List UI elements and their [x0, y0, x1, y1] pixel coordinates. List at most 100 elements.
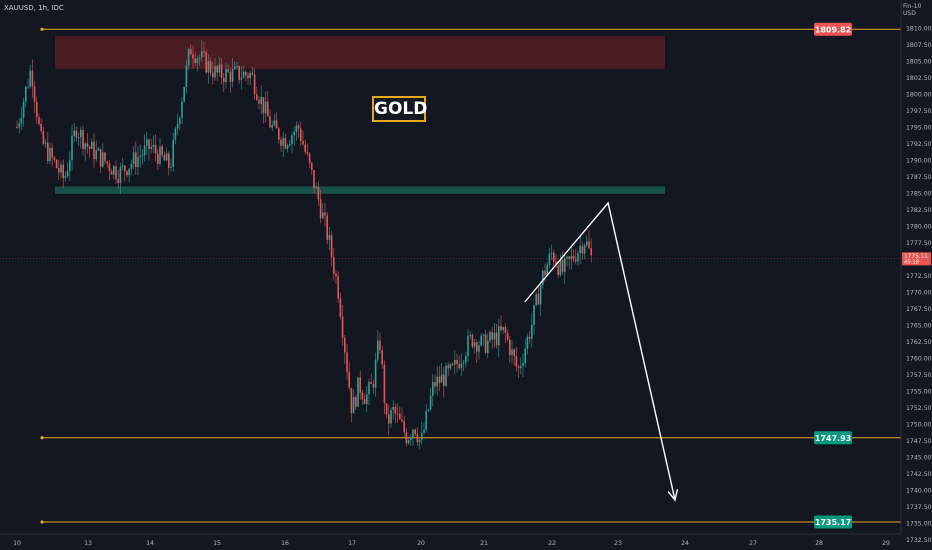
candle-body-145	[335, 273, 337, 277]
candle-body-124	[289, 143, 291, 146]
candle-body-133	[308, 153, 311, 163]
candle-body-96	[227, 69, 229, 72]
candle-body-26	[73, 130, 75, 136]
y-tick-label-13: 1765.00	[906, 322, 932, 329]
candle-body-57	[141, 155, 144, 157]
currency-label: Fin-10 USD	[903, 3, 921, 17]
y-tick-label-24: 1792.50	[906, 141, 932, 148]
y-tick-label-4: 1742.50	[906, 471, 932, 478]
candle-body-70	[170, 167, 172, 168]
candle-body-250	[566, 256, 568, 259]
candle-body-17	[53, 157, 56, 161]
candle-body-169	[388, 414, 390, 424]
candle-body-23	[66, 170, 69, 177]
candle-body-42	[108, 163, 111, 171]
candle-body-166	[381, 350, 383, 365]
last-price-text: 1775.11	[904, 254, 928, 260]
candle-body-82	[196, 58, 199, 63]
candle-body-237	[537, 294, 540, 305]
candle-body-141	[326, 215, 328, 240]
candle-body-174	[399, 413, 401, 420]
candle-body-115	[269, 116, 271, 128]
candle-body-206	[469, 334, 471, 336]
candle-body-9	[36, 101, 38, 118]
candle-body-221	[502, 327, 504, 331]
candle-body-79	[190, 48, 192, 55]
candle-body-84	[201, 51, 203, 58]
candle-body-178	[407, 440, 410, 444]
candle-body-188	[429, 395, 432, 410]
candle-body-75	[181, 101, 183, 119]
candle-body-0	[16, 127, 18, 128]
candle-body-192	[438, 376, 441, 383]
candle-body-30	[82, 129, 84, 149]
candle-body-44	[113, 166, 115, 175]
candle-body-68	[165, 153, 168, 161]
candle-body-149	[344, 338, 346, 353]
projection-arrowhead	[667, 489, 679, 502]
candle-body-208	[473, 342, 476, 347]
candle-body-83	[198, 57, 201, 59]
candle-body-40	[104, 152, 106, 162]
candle-body-233	[528, 336, 531, 339]
candle-body-24	[69, 160, 71, 171]
x-tick-label-11: 27	[749, 540, 757, 547]
x-tick-label-8: 22	[548, 540, 556, 547]
candle-body-185	[423, 429, 425, 433]
candle-body-157	[361, 392, 364, 400]
candle-body-214	[487, 340, 489, 353]
candle-body-147	[339, 298, 342, 317]
candle-body-261	[590, 248, 592, 256]
candle-body-201	[458, 364, 460, 369]
candle-body-8	[33, 86, 36, 102]
candle-body-2	[20, 117, 23, 124]
candle-body-257	[581, 246, 584, 254]
candle-body-12	[42, 130, 45, 144]
candle-body-54	[135, 152, 137, 168]
candle-body-162	[372, 383, 375, 388]
candle-body-184	[421, 432, 423, 440]
y-tick-label-0: 1732.50	[906, 537, 932, 544]
candle-body-254	[575, 259, 577, 262]
candle-body-193	[440, 374, 443, 383]
candle-body-179	[410, 437, 412, 441]
candle-body-251	[568, 256, 570, 259]
candle-body-71	[172, 139, 174, 168]
y-tick-label-15: 1770.00	[906, 289, 932, 296]
candle-body-260	[588, 241, 590, 249]
candle-body-216	[491, 332, 493, 340]
candle-body-6	[29, 70, 31, 87]
candle-body-229	[520, 366, 522, 368]
candle-body-176	[403, 421, 405, 433]
candle-body-132	[306, 151, 309, 154]
candle-body-135	[313, 170, 315, 189]
candle-body-129	[300, 128, 302, 141]
candle-body-1	[18, 123, 20, 128]
x-tick-label-10: 24	[681, 540, 689, 547]
candle-body-74	[179, 118, 181, 125]
y-tick-label-21: 1785.00	[906, 190, 932, 197]
candle-body-170	[390, 409, 392, 424]
candle-body-100	[236, 66, 238, 67]
candle-body-164	[377, 340, 379, 360]
candle-body-95	[225, 69, 227, 83]
candle-body-143	[330, 235, 333, 258]
level-anchor-2	[40, 520, 44, 524]
candle-body-113	[264, 101, 267, 114]
candle-body-130	[302, 140, 304, 145]
level-badge-2	[814, 515, 852, 529]
candle-body-245	[555, 261, 557, 266]
candle-body-56	[139, 156, 141, 158]
candle-body-187	[427, 409, 430, 411]
candle-body-93	[220, 64, 223, 78]
candle-body-230	[522, 362, 524, 367]
candle-body-195	[445, 365, 447, 386]
candle-body-64	[157, 153, 159, 165]
candle-body-10	[38, 117, 40, 124]
candle-body-154	[355, 396, 357, 407]
candle-body-224	[509, 339, 511, 356]
y-tick-label-25: 1795.00	[906, 124, 932, 131]
y-tick-label-18: 1777.50	[906, 240, 932, 247]
